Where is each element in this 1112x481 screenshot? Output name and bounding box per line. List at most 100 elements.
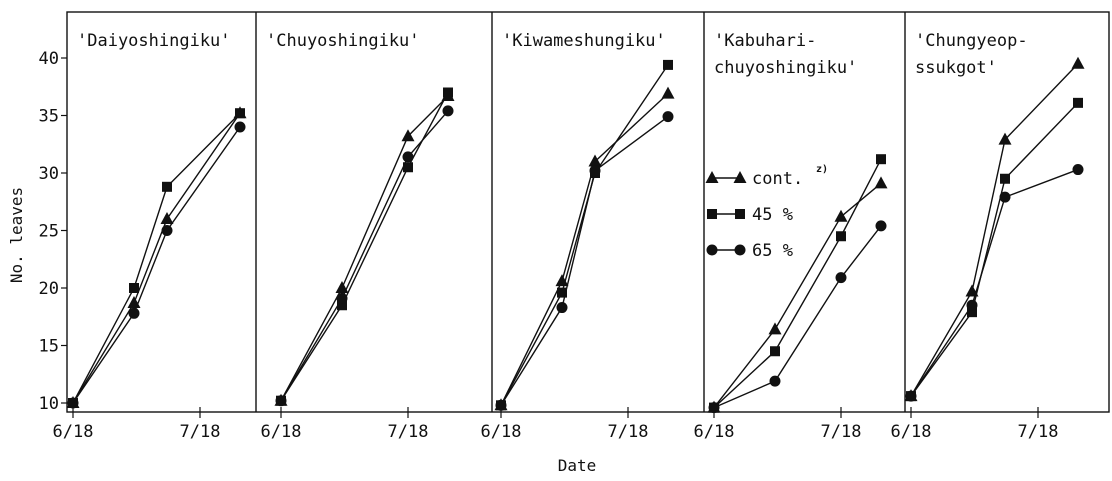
marker-square [876,154,886,165]
marker-triangle [160,212,174,224]
marker-square [967,307,977,318]
series-line [72,112,241,404]
marker-circle [966,299,978,311]
marker-triangle [768,322,782,335]
marker-circle [128,307,140,319]
marker-square [337,300,347,311]
series-line [280,92,449,402]
marker-triangle [401,129,415,142]
marker-circle [769,375,781,387]
marker-square [403,162,413,173]
marker-circle [1072,164,1084,176]
x-axis-label: Date [558,456,597,475]
marker-circle [275,395,287,407]
marker-triangle [705,171,719,183]
panels: 6/18 7/18 'Daiyoshingiku' 6/18 7/18 'Chuyoshi… [53,12,1085,442]
marker-triangle [998,132,1012,145]
marker-circle [556,302,568,314]
panel-title: 'Chungyeop-ssukgot' [915,31,1028,78]
marker-square [1000,173,1010,184]
panel-title: 'Kiwameshungiku' [502,31,666,51]
marker-circle [708,402,720,414]
x-tick-label: 6/18 [891,422,932,442]
marker-triangle [588,154,602,167]
marker-square [770,346,780,357]
series-line [500,116,669,406]
marker-circle [662,111,674,123]
marker-circle [734,244,746,256]
marker-circle [402,151,414,163]
y-tick-label: 25 [39,222,59,242]
marker-circle [999,191,1011,203]
series-line [72,112,241,404]
marker-circle [336,292,348,304]
series-line [500,64,669,406]
panel-5: 6/18 7/18 'Chungyeop-ssukgot' [891,12,1085,442]
marker-circle [706,244,718,256]
marker-square [557,287,567,298]
y-tick-label: 35 [39,107,59,127]
marker-circle [905,390,917,402]
series-line [280,95,449,402]
marker-square [129,283,139,293]
chart-frame [66,11,1110,413]
legend-label: 65 % [752,241,793,261]
marker-circle [161,225,173,236]
x-tick-label: 6/18 [261,422,302,442]
marker-circle [589,165,601,177]
marker-square [443,87,453,98]
x-tick-label: 7/18 [180,422,221,442]
marker-square [836,231,846,242]
marker-circle [835,272,847,284]
y-tick-label: 10 [39,394,59,414]
x-tick-label: 7/18 [1018,422,1059,442]
series-line [910,63,1079,397]
marker-square [735,209,745,219]
series-line [713,182,882,409]
y-tick-label: 40 [39,49,59,69]
panel-2: 6/18 7/18 'Chuyoshingiku' [255,12,455,442]
series-line [280,110,449,402]
series-line [500,93,669,406]
marker-square [1073,97,1083,108]
panel-title: 'Chuyoshingiku' [266,31,420,51]
marker-circle [495,399,507,411]
marker-triangle [874,176,888,189]
marker-circle [875,220,887,232]
legend-label: 45 % [752,205,793,225]
plot-border [66,11,1110,413]
marker-triangle [1071,56,1085,69]
panel-title: 'Daiyoshingiku' [77,31,231,51]
y-axis: 10 15 20 25 30 35 40 [39,49,67,414]
marker-circle [442,105,454,117]
legend-label: cont. [752,169,803,189]
x-tick-label: 6/18 [694,422,735,442]
x-tick-label: 6/18 [53,422,94,442]
y-tick-label: 30 [39,164,59,184]
panel-1: 6/18 7/18 'Daiyoshingiku' [53,31,247,442]
y-axis-label: No. leaves [7,187,26,283]
y-tick-label: 15 [39,337,59,357]
series-line [910,168,1079,397]
series-line [713,158,882,409]
x-tick-label: 7/18 [388,422,429,442]
marker-circle [234,121,246,133]
marker-square [707,209,717,219]
x-tick-label: 7/18 [821,422,862,442]
marker-square [663,59,673,70]
series-line [910,102,1079,397]
panel-3: 6/18 7/18 'Kiwameshungiku' [481,12,675,442]
marker-triangle [834,209,848,222]
marker-square [162,181,172,192]
series-line [72,126,241,404]
marker-square [235,108,245,119]
x-tick-label: 6/18 [481,422,522,442]
marker-triangle [733,171,747,183]
y-tick-label: 20 [39,279,59,299]
panel-title: 'Kabuhari-chuyoshingiku' [714,31,857,78]
marker-triangle [661,86,675,99]
legend: cont. z) 45 % 65 % [705,164,828,261]
x-tick-label: 7/18 [608,422,649,442]
marker-circle [67,397,79,409]
